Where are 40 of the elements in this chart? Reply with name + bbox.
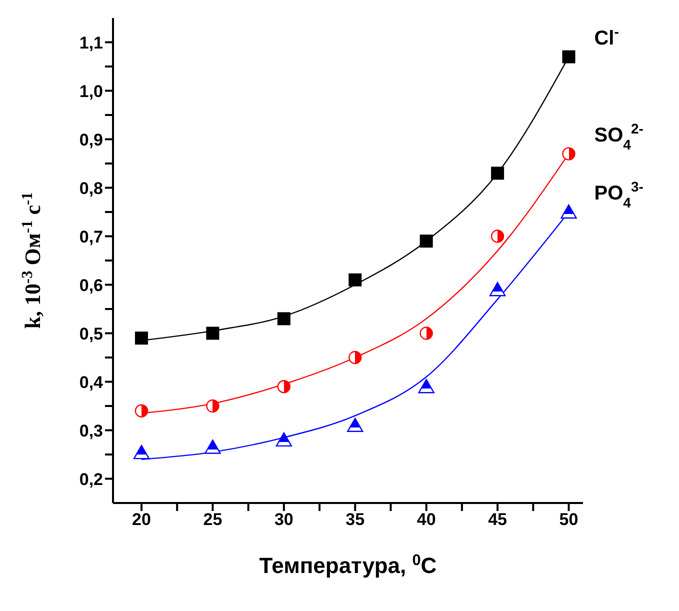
x-tick-label: 40	[416, 510, 436, 530]
point	[277, 380, 291, 394]
point	[490, 230, 504, 243]
y-tick-label: 0,6	[79, 276, 103, 295]
y-tick-label: 0,3	[79, 421, 103, 440]
point	[562, 50, 576, 64]
point	[489, 282, 506, 296]
x-tick-label: 25	[203, 510, 222, 530]
point	[277, 312, 290, 326]
y-tick-label: 0,9	[79, 130, 103, 150]
point	[348, 350, 362, 364]
point	[347, 418, 364, 432]
x-axis-title: Температура, $^{0}$C	[259, 552, 437, 578]
point	[491, 166, 504, 180]
y-tick-label: 0,4	[79, 372, 104, 392]
point	[206, 399, 220, 413]
x-tick-label: 20	[132, 510, 151, 530]
point	[560, 204, 577, 219]
series-label: Cl$^{-}$	[594, 23, 620, 50]
y-tick-label: 0,5	[79, 324, 103, 344]
point	[562, 147, 576, 160]
point	[348, 273, 362, 286]
point	[134, 332, 148, 345]
point	[133, 444, 150, 460]
y-tick-label: 0,7	[79, 227, 103, 246]
point	[206, 326, 220, 340]
y-tick-label: 0,2	[79, 470, 103, 489]
y-tick-label: 1,0	[79, 82, 103, 101]
y-tick-label: 1,1	[79, 33, 103, 52]
point	[418, 379, 434, 394]
y-tick-label: 0,8	[79, 178, 103, 198]
point	[420, 234, 433, 248]
point	[276, 432, 292, 447]
x-tick-label: 45	[488, 510, 508, 530]
point	[204, 440, 221, 454]
point	[134, 404, 148, 418]
x-tick-label: 50	[559, 510, 578, 530]
point	[420, 326, 433, 340]
x-tick-label: 30	[274, 510, 294, 530]
x-tick-label: 35	[346, 510, 365, 530]
